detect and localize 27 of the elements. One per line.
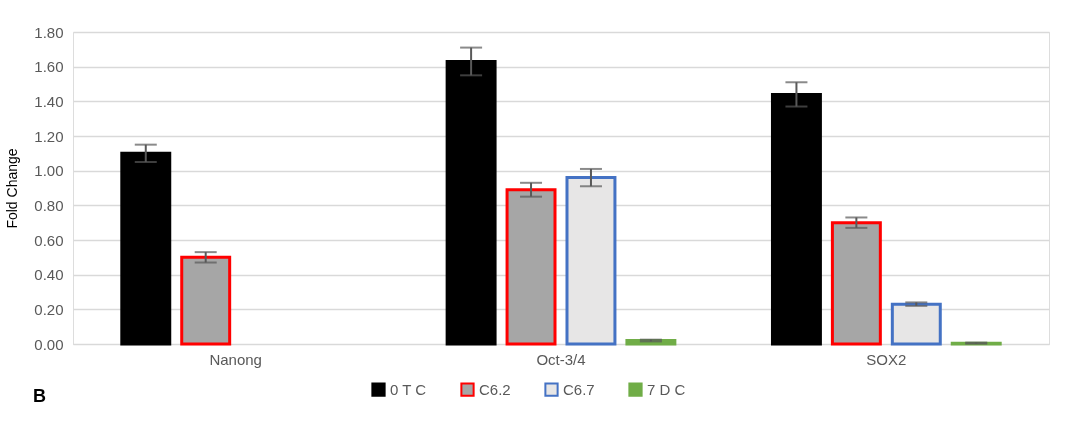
y-tick-label: 1.00 [34,162,64,180]
y-tick-label: 1.40 [34,92,64,110]
text: B [33,386,46,406]
bar [565,176,617,346]
bar [445,59,497,346]
y-axis-title: Fold Change [4,148,21,229]
y-tick-label: 1.20 [34,127,64,145]
y-tick-label: 0.40 [34,266,64,284]
x-tick-label: Nanong [209,350,262,368]
legend-label: C6.7 [563,380,595,398]
legend-label: 0 T C [390,380,427,398]
y-tick-label: 1.60 [34,58,64,76]
y-tick-label: 0.00 [34,335,64,353]
legend-label: 7 D C [647,380,686,398]
bar [830,221,882,346]
legend-label: C6.2 [479,380,511,398]
x-tick-label: Oct-3/4 [536,350,586,368]
y-tick-label: 1.80 [34,23,64,41]
bar [120,151,172,346]
x-tick-label: SOX2 [866,350,907,368]
bar [890,302,942,346]
bar [770,92,822,346]
y-tick-label: 0.60 [34,231,64,249]
bar [180,255,232,346]
bar [505,188,557,346]
y-tick-label: 0.80 [34,196,64,214]
y-tick-label: 0.20 [34,300,64,318]
